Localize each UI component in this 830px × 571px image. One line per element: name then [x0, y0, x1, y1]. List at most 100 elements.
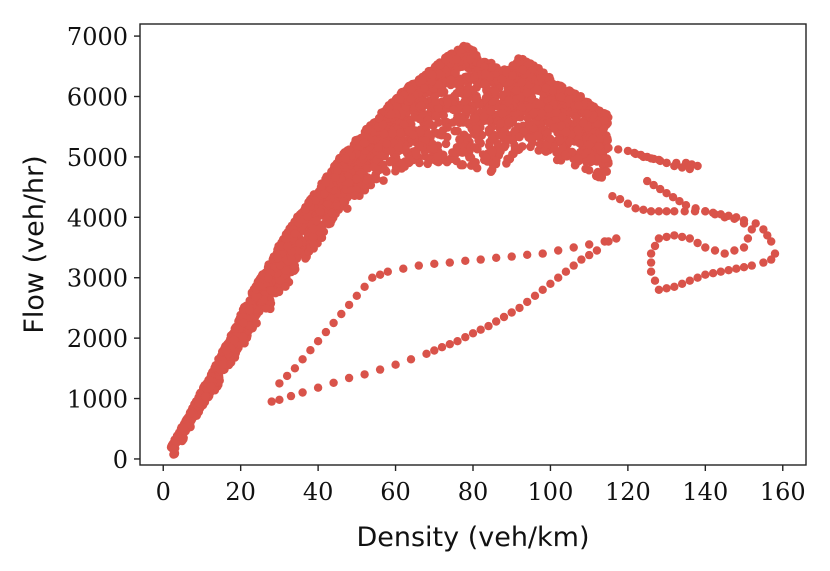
- data-point: [724, 266, 733, 275]
- data-point: [487, 134, 497, 143]
- data-point: [386, 110, 396, 119]
- data-point: [399, 264, 408, 273]
- data-point: [747, 225, 756, 234]
- data-point: [690, 207, 700, 216]
- data-point: [503, 155, 513, 165]
- data-point: [218, 360, 227, 369]
- data-point: [518, 103, 527, 112]
- data-point: [282, 371, 292, 381]
- data-point: [446, 75, 456, 85]
- data-point: [266, 286, 276, 295]
- data-point: [654, 155, 664, 165]
- data-point: [379, 129, 389, 139]
- data-point: [453, 337, 462, 346]
- data-point: [170, 448, 180, 458]
- data-point: [646, 154, 656, 163]
- data-point: [313, 383, 323, 392]
- data-point: [480, 62, 489, 72]
- data-point: [344, 178, 354, 187]
- data-point: [351, 135, 361, 145]
- data-point: [239, 332, 248, 342]
- data-point: [416, 101, 426, 110]
- x-axis: 0 20 40 60 80 100 120 140 160: [156, 465, 806, 506]
- data-point: [515, 132, 524, 142]
- data-point: [290, 364, 300, 373]
- data-point: [577, 255, 586, 264]
- data-point: [720, 249, 729, 258]
- data-point: [522, 88, 532, 98]
- data-point: [394, 143, 403, 152]
- data-point: [333, 166, 342, 176]
- data-point: [670, 282, 679, 291]
- data-point: [546, 279, 555, 288]
- data-point: [439, 111, 449, 120]
- data-point: [623, 146, 633, 156]
- data-point: [708, 269, 718, 278]
- data-point: [424, 129, 434, 139]
- data-point: [298, 388, 307, 397]
- data-point: [639, 205, 648, 214]
- data-point: [569, 261, 578, 270]
- data-point: [414, 261, 423, 270]
- x-tick-label: 160: [760, 478, 806, 506]
- data-point: [646, 267, 656, 276]
- data-point: [662, 158, 671, 168]
- data-point: [677, 279, 687, 288]
- data-point: [523, 297, 532, 307]
- data-point: [267, 397, 276, 406]
- data-point: [435, 69, 444, 79]
- data-point: [273, 253, 283, 263]
- data-point: [375, 365, 385, 374]
- data-point: [463, 133, 472, 142]
- data-point: [770, 249, 780, 258]
- data-point: [504, 96, 514, 105]
- data-point: [308, 232, 318, 242]
- data-point: [615, 195, 625, 204]
- data-point: [561, 127, 571, 137]
- data-point: [406, 355, 416, 364]
- y-tick-label: 5000: [67, 144, 128, 172]
- data-point: [275, 395, 284, 404]
- data-point: [565, 137, 574, 146]
- data-point: [600, 116, 609, 125]
- data-point: [693, 161, 702, 171]
- data-point: [327, 208, 337, 218]
- data-point: [290, 229, 300, 238]
- data-point: [739, 243, 749, 252]
- data-point: [680, 207, 689, 216]
- data-point: [685, 164, 694, 174]
- data-point: [363, 125, 373, 134]
- data-point: [431, 97, 440, 106]
- data-point: [441, 55, 451, 64]
- data-point: [592, 246, 602, 255]
- data-point: [541, 83, 551, 93]
- data-point: [344, 373, 354, 383]
- data-point: [339, 197, 349, 206]
- data-point: [512, 86, 521, 95]
- data-point: [179, 423, 188, 432]
- data-point: [517, 77, 526, 87]
- data-point: [499, 312, 509, 322]
- data-point: [230, 324, 240, 333]
- data-point: [186, 409, 196, 418]
- y-tick-label: 2000: [67, 325, 128, 353]
- data-point: [574, 101, 584, 110]
- data-point: [252, 318, 261, 328]
- data-point: [507, 252, 516, 261]
- data-point: [432, 152, 442, 161]
- data-point: [359, 138, 369, 148]
- data-point: [429, 144, 439, 154]
- data-point: [600, 109, 609, 118]
- data-point: [747, 261, 756, 270]
- data-point: [716, 267, 725, 276]
- data-point: [523, 114, 533, 123]
- data-point: [693, 273, 702, 282]
- data-point: [472, 124, 481, 134]
- data-point: [523, 250, 532, 259]
- data-point: [561, 267, 571, 276]
- data-point: [759, 258, 768, 267]
- data-point: [492, 317, 501, 326]
- data-point: [459, 147, 468, 157]
